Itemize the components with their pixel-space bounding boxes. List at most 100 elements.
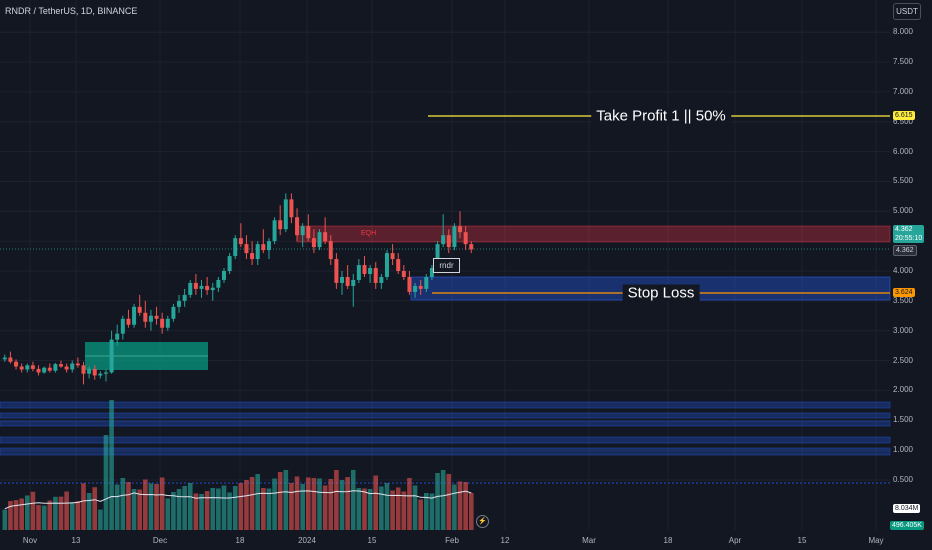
- volume-bar: [452, 484, 457, 530]
- volume-bar: [272, 478, 277, 530]
- volume-bar: [216, 488, 221, 530]
- price-tick-label: 7.500: [892, 57, 913, 67]
- volume-bar: [367, 489, 373, 530]
- stop-loss-price-tag: 3.624: [893, 288, 915, 297]
- volume-bar: [463, 482, 468, 530]
- volume-bar: [328, 479, 334, 530]
- price-tick-label: 6.000: [892, 146, 913, 156]
- candle-body: [390, 253, 395, 260]
- volume-bar: [187, 483, 193, 530]
- volume-bar: [412, 485, 418, 530]
- volume-bar: [165, 498, 171, 530]
- candle-body: [452, 226, 457, 248]
- candle-body: [154, 315, 159, 319]
- candle-body: [373, 268, 378, 283]
- volume-bar: [41, 505, 47, 530]
- lightning-icon[interactable]: ⚡: [476, 515, 489, 528]
- volume-bar: [36, 505, 41, 530]
- last-price-tag-secondary: 4.362: [893, 245, 917, 256]
- price-tick-label: 5.000: [892, 206, 913, 216]
- time-tick-label: 13: [71, 536, 81, 545]
- candle-body: [120, 318, 125, 334]
- volume-bar: [131, 489, 137, 530]
- candle-body: [30, 365, 35, 369]
- price-tick-label: 5.500: [892, 176, 913, 186]
- time-tick-label: Mar: [582, 536, 596, 545]
- candle-body: [53, 364, 58, 371]
- candle-body: [199, 285, 204, 289]
- candle-body: [334, 259, 339, 283]
- volume-bar: [126, 482, 131, 530]
- candle-body: [306, 226, 311, 239]
- volume-bar: [345, 477, 350, 530]
- candle-body: [132, 306, 137, 325]
- candle-body: [177, 300, 182, 307]
- volume-bar: [311, 478, 317, 530]
- candle-body: [205, 285, 210, 291]
- candle-body: [311, 238, 316, 248]
- volume-bar: [373, 475, 379, 530]
- volume-ma-line: [4, 490, 472, 510]
- volume-bar: [148, 483, 154, 530]
- volume-bar: [204, 491, 210, 530]
- stop-loss-label[interactable]: Stop Loss: [622, 284, 700, 302]
- candle-body: [160, 318, 165, 328]
- currency-button[interactable]: USDT: [893, 3, 921, 20]
- candle-body: [379, 276, 384, 283]
- last-price-value: 4.362: [895, 226, 913, 233]
- candle-body: [36, 368, 41, 373]
- price-tick-label: 7.000: [892, 86, 913, 96]
- volume-bar: [350, 470, 356, 530]
- volume-bar: [255, 474, 261, 530]
- take-profit-label[interactable]: Take Profit 1 || 50%: [591, 107, 731, 125]
- candle-body: [221, 271, 226, 280]
- candle-body: [42, 367, 47, 373]
- candle-body: [98, 373, 103, 376]
- candle-body: [64, 366, 69, 370]
- candle-body: [216, 279, 221, 288]
- volume-bar: [103, 435, 109, 530]
- candle-body: [446, 235, 451, 248]
- volume-bar: [75, 501, 81, 530]
- volume-bar: [468, 493, 474, 530]
- volume-bar: [221, 485, 227, 530]
- candle-body: [250, 253, 255, 260]
- candle-body: [261, 244, 266, 251]
- volume-bar: [137, 489, 142, 530]
- volume-bar: [457, 481, 463, 530]
- candle-body: [14, 361, 19, 367]
- price-tick-label: 2.500: [892, 355, 913, 365]
- candle-body: [413, 285, 418, 292]
- rndr-note-label[interactable]: rndr: [433, 258, 460, 273]
- candle-body: [25, 365, 30, 370]
- candle-body: [47, 367, 52, 371]
- candle-body: [362, 265, 367, 274]
- time-tick-label: 15: [797, 536, 807, 545]
- liquidity-zone: [0, 420, 891, 427]
- candle-body: [92, 368, 97, 376]
- price-tick-label: 3.000: [892, 325, 913, 335]
- candle-body: [126, 318, 131, 325]
- volume-bar: [407, 478, 412, 530]
- time-tick-label: Feb: [445, 536, 459, 545]
- candle-body: [272, 220, 277, 242]
- candle-body: [182, 294, 187, 301]
- volume-bar: [379, 486, 384, 530]
- price-tick-label: 8.000: [892, 27, 913, 37]
- volume-bar: [86, 493, 92, 530]
- time-tick-label: May: [868, 536, 884, 545]
- volume-bar: [261, 488, 266, 530]
- volume-bar: [154, 484, 159, 530]
- volume-tag: 496.405K: [890, 521, 924, 530]
- candle-body: [328, 241, 333, 260]
- candle-body: [351, 279, 356, 286]
- candle-body: [2, 357, 7, 360]
- candle-body: [103, 372, 108, 374]
- candle-body: [356, 265, 361, 280]
- volume-bar: [356, 488, 362, 530]
- candle-body: [148, 315, 153, 322]
- price-tick-label: 4.000: [892, 266, 913, 275]
- volume-bar: [47, 500, 53, 530]
- volume-bar: [109, 400, 114, 530]
